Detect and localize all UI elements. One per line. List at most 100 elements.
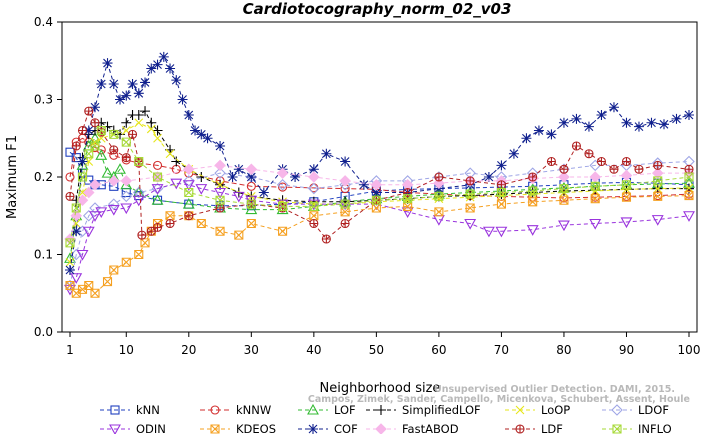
- x-tick-label: 60: [431, 343, 446, 357]
- point-simplifiedlof: [121, 117, 132, 128]
- point-simplifiedlof: [140, 106, 151, 117]
- x-tick-label: 20: [181, 343, 196, 357]
- point-ldf: [571, 141, 582, 151]
- point-kdeos: [465, 203, 475, 213]
- point-ldf: [528, 172, 538, 182]
- legend-item-kdeos: KDEOS: [200, 422, 276, 434]
- point-ldf: [340, 218, 350, 229]
- point-ldf: [184, 211, 194, 221]
- point-kdeos: [121, 257, 131, 267]
- point-ldf: [621, 156, 632, 167]
- point-odin: [495, 226, 508, 238]
- point-ldof: [64, 279, 76, 292]
- point-simplifiedlof: [527, 187, 538, 198]
- point-cof: [133, 88, 144, 99]
- point-ldf: [496, 180, 506, 190]
- point-cof: [77, 156, 88, 167]
- point-odin: [232, 191, 245, 203]
- point-cof: [658, 119, 669, 130]
- point-lof: [120, 178, 133, 190]
- point-fastabod: [558, 171, 570, 183]
- point-kdeos: [496, 199, 506, 209]
- point-cof: [102, 58, 113, 69]
- point-inflo: [84, 149, 94, 159]
- y-tick-label: 0.4: [34, 15, 53, 29]
- point-ldf: [584, 149, 594, 159]
- point-ldof: [76, 225, 89, 238]
- x-axis-label: Neighborhood size: [320, 381, 441, 396]
- point-lof: [182, 197, 195, 209]
- x-tick-label: 40: [306, 343, 321, 357]
- legend: kNN kNNW LOF SimplifiedLOF LoOP LDOF ODIN KDEOS…: [100, 403, 672, 434]
- x-tick-label: 70: [494, 343, 509, 357]
- point-cof: [646, 117, 657, 128]
- legend-marker: [210, 405, 220, 415]
- point-cof: [227, 172, 238, 182]
- point-cof: [596, 110, 607, 120]
- point-cof: [340, 156, 351, 167]
- legend-item-loop: LoOP: [505, 403, 570, 417]
- point-cof: [158, 51, 169, 62]
- y-tick-label: 0.2: [34, 170, 53, 184]
- point-inflo: [134, 156, 144, 167]
- point-cof: [246, 172, 257, 182]
- point-kdeos: [140, 238, 150, 248]
- series-line-cof: [69, 56, 690, 271]
- point-ldf: [121, 153, 131, 163]
- point-cof: [71, 226, 82, 237]
- point-ldf: [634, 164, 644, 174]
- point-kdeos: [90, 288, 100, 298]
- point-inflo: [621, 180, 632, 190]
- legend-marker: [376, 405, 386, 415]
- legend-item-ldf: LDF: [505, 422, 563, 434]
- point-cof: [183, 110, 194, 120]
- point-loop: [434, 194, 444, 204]
- legend-label: INFLO: [638, 422, 672, 434]
- point-cof: [533, 125, 544, 136]
- point-inflo: [403, 194, 413, 204]
- point-odin: [558, 220, 570, 232]
- point-knnw: [278, 182, 288, 192]
- point-simplifiedlof: [133, 110, 144, 120]
- series-line-kdeos: [69, 195, 690, 295]
- legend-label: LoOP: [541, 403, 570, 417]
- point-odin: [464, 218, 477, 230]
- point-inflo: [215, 195, 225, 205]
- point-kdeos: [165, 211, 175, 221]
- point-cof: [358, 179, 369, 190]
- point-cof: [190, 125, 201, 136]
- point-kdeos: [528, 197, 538, 207]
- point-loop: [215, 180, 225, 190]
- point-ldof: [89, 202, 101, 214]
- point-cof: [496, 160, 507, 171]
- point-ldof: [133, 186, 145, 199]
- point-loop: [165, 149, 175, 159]
- point-cof: [121, 90, 132, 101]
- point-cof: [140, 77, 151, 88]
- point-inflo: [684, 172, 694, 182]
- point-cof: [146, 63, 157, 74]
- point-ldf: [559, 164, 569, 174]
- point-simplifiedlof: [465, 190, 476, 201]
- legend-item-cof: COF: [298, 422, 358, 434]
- point-kdeos: [621, 192, 632, 202]
- legend-item-inflo: INFLO: [602, 422, 672, 434]
- point-ldf: [434, 172, 444, 182]
- point-simplifiedlof: [171, 156, 182, 167]
- point-cof: [608, 102, 619, 113]
- point-kdeos: [196, 218, 206, 229]
- point-inflo: [184, 187, 194, 198]
- legend-marker: [109, 424, 121, 434]
- point-ldf: [152, 222, 163, 232]
- point-cof: [165, 63, 176, 74]
- legend-label: kNNW: [236, 403, 271, 417]
- point-ldof: [214, 167, 226, 179]
- point-odin: [120, 203, 133, 215]
- point-odin: [482, 226, 495, 238]
- point-ldf: [309, 218, 319, 229]
- point-cof: [371, 187, 382, 198]
- point-cof: [290, 172, 301, 182]
- point-odin: [195, 184, 208, 195]
- point-inflo: [65, 238, 75, 248]
- point-odin: [76, 249, 89, 261]
